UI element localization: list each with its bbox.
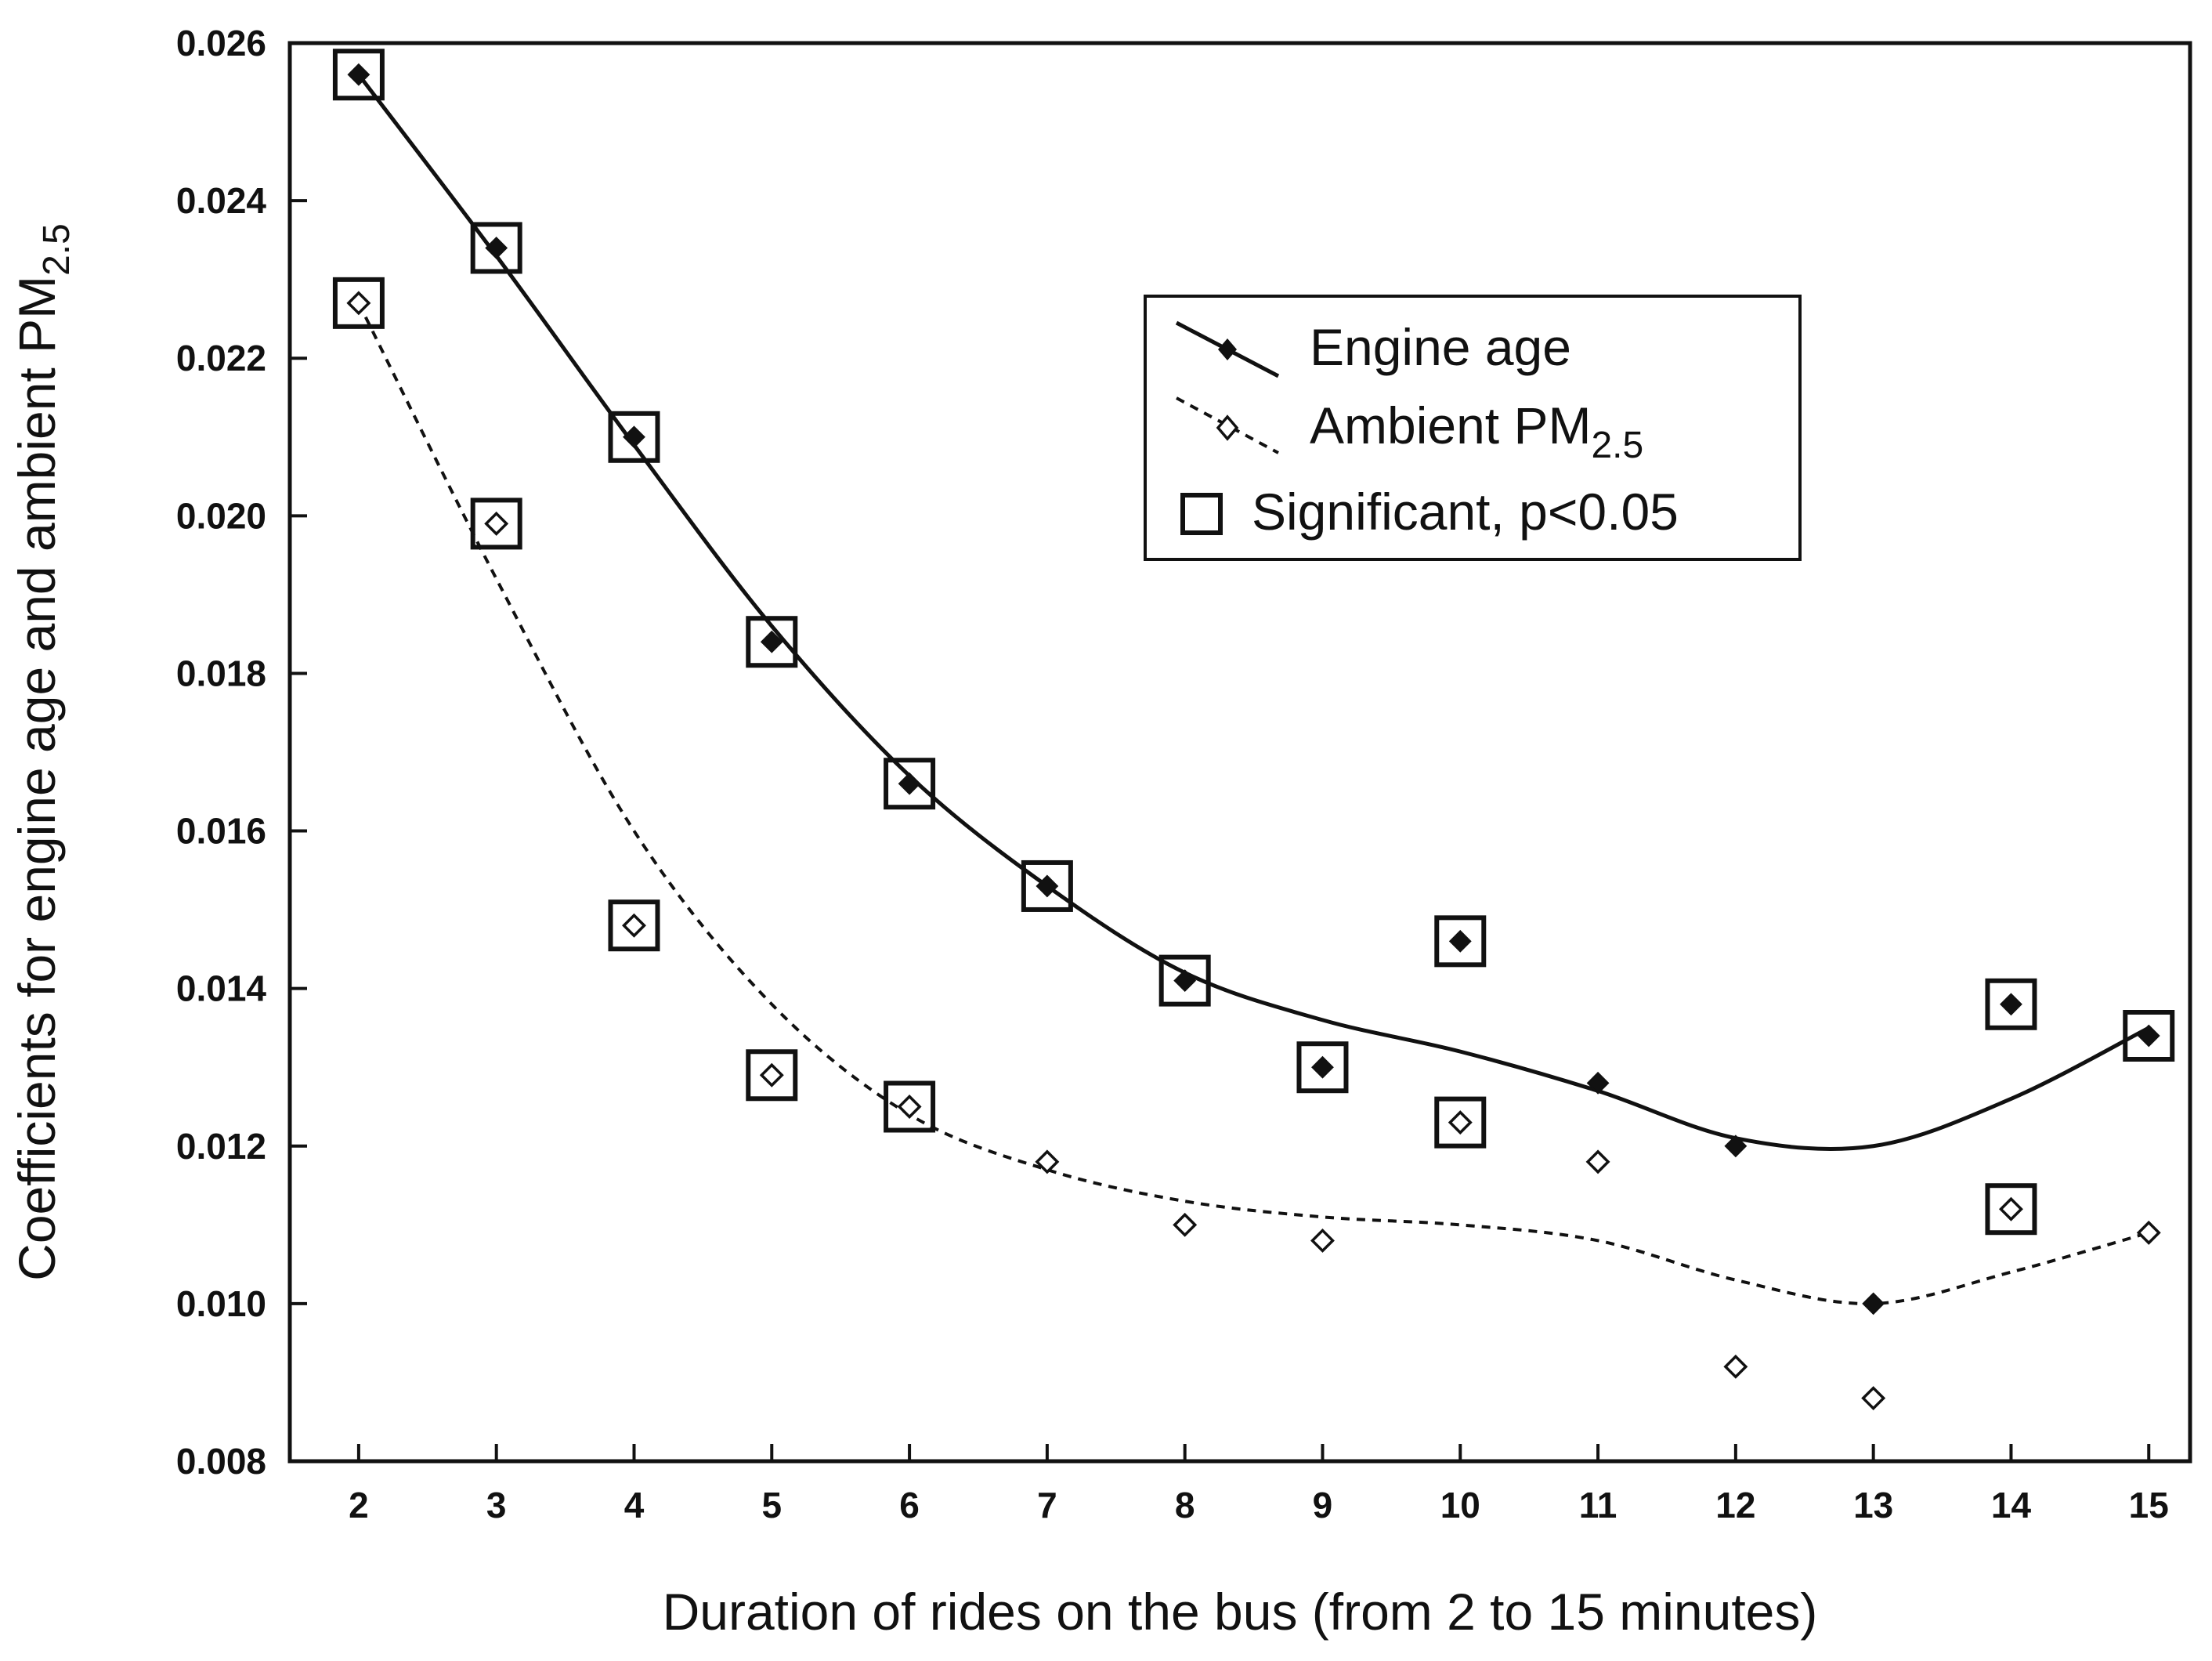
engine-significance-square-3 [470,222,522,274]
x-tick-label-13: 13 [1853,1485,1893,1525]
ambient-point-15 [2136,1220,2161,1245]
x-tick-label-12: 12 [1715,1485,1755,1525]
legend-ambient-line [1176,396,1279,454]
engine-point-8 [1173,969,1197,993]
engine-point-2 [347,63,370,86]
legend-engine-label: Engine age [1310,318,1571,376]
ambient-fit-curve [357,302,2149,1305]
engine-point-15 [2137,1024,2160,1048]
y-tick-label-0.024: 0.024 [176,180,267,221]
engine-significance-square-14 [1985,978,2037,1030]
ambient-point-5 [759,1062,784,1087]
y-axis: 0.008 0.010 0.012 0.014 0.016 0.018 0.020 0.022… [176,23,307,1482]
ambient-point-2 [346,291,371,316]
legend-box [1144,295,1802,561]
x-tick-label-11: 11 [1579,1485,1617,1525]
ambient-significance-square-5 [746,1049,798,1102]
x-tick-label-9: 9 [1313,1485,1333,1525]
engine-point-6 [898,772,921,795]
x-tick-label-3: 3 [486,1485,507,1525]
ambient-significance-square-2 [332,277,385,329]
y-tick-label-0.020: 0.020 [176,495,266,536]
significance-markers [332,49,2175,1236]
engine-point-11 [1586,1071,1610,1095]
engine-significance-square-7 [1021,859,1073,912]
y-tick-label-0.022: 0.022 [176,338,266,378]
ambient-significance-square-4 [608,899,660,952]
engine-point-13 [1862,1292,1885,1315]
y-tick-label-0.008: 0.008 [176,1441,266,1482]
engine-point-10 [1448,929,1472,953]
x-axis: 2 3 4 5 6 7 8 9 10 11 12 13 14 15 [349,1444,2169,1525]
legend-engine-marker [1218,338,1237,360]
engine-point-4 [623,425,645,449]
data-points [346,63,2161,1411]
y-axis-title: Coefficients for engine age and ambient … [8,223,78,1281]
y-tick-label-0.012: 0.012 [176,1126,266,1167]
x-tick-label-2: 2 [349,1485,369,1525]
y-tick-label-0.026: 0.026 [176,23,266,63]
x-tick-label-15: 15 [2129,1485,2169,1525]
plot-frame [287,41,2192,1464]
x-tick-label-14: 14 [1991,1485,2032,1525]
engine-significance-square-6 [884,758,936,810]
engine-significance-square-8 [1158,954,1211,1007]
ambient-point-6 [897,1095,922,1119]
engine-significance-square-9 [1296,1041,1349,1094]
engine-significance-square-10 [1434,915,1487,968]
engine-significance-square-15 [2123,1010,2175,1062]
legend-ambient-marker [1216,414,1239,441]
engine-significance-square-2 [332,49,385,101]
engine-point-3 [485,237,508,259]
ambient-significance-square-6 [884,1080,936,1133]
x-tick-label-4: 4 [624,1485,645,1525]
ambient-significance-square-10 [1434,1096,1487,1149]
engine-point-14 [2000,993,2022,1016]
engine-significance-square-5 [746,616,798,668]
legend: Engine age Ambient PM2.5 Significant, p<… [1144,295,1802,561]
y-tick-label-0.016: 0.016 [176,811,266,852]
engine-point-9 [1311,1055,1334,1079]
x-tick-label-7: 7 [1037,1485,1057,1525]
ambient-point-12 [1723,1354,1748,1379]
legend-ambient-label-main: Ambient PM [1310,396,1591,454]
x-tick-label-5: 5 [761,1485,782,1525]
engine-fit-curve [356,73,2150,1152]
y-tick-label-0.010: 0.010 [176,1283,266,1324]
ambient-point-14 [1998,1196,2023,1221]
ambient-significance-square-3 [470,498,522,550]
engine-significance-square-4 [608,411,660,463]
ambient-significance-square-14 [1985,1183,2037,1236]
legend-significance-marker [1180,493,1223,535]
ambient-point-9 [1310,1228,1335,1253]
y-tick-label-0.018: 0.018 [176,653,266,693]
x-tick-label-6: 6 [899,1485,920,1525]
legend-significance-label: Significant, p<0.05 [1252,483,1679,541]
ambient-point-8 [1173,1212,1198,1237]
ambient-point-3 [484,511,509,536]
legend-ambient-label-subscript: 2.5 [1591,425,1643,466]
x-tick-label-10: 10 [1440,1485,1480,1525]
y-tick-label-0.014: 0.014 [176,968,267,1009]
y-axis-title-subscript: 2.5 [36,223,78,276]
legend-ambient-label: Ambient PM2.5 [1310,396,1643,466]
x-tick-label-8: 8 [1175,1485,1195,1525]
ambient-point-10 [1448,1110,1473,1135]
engine-point-12 [1724,1134,1748,1158]
ambient-point-7 [1035,1149,1060,1174]
ambient-point-4 [622,913,646,938]
y-axis-title-main: Coefficients for engine age and ambient … [8,276,66,1281]
engine-point-7 [1036,874,1059,898]
ambient-point-11 [1585,1149,1610,1174]
x-axis-title: Duration of rides on the bus (from 2 to … [663,1583,1818,1641]
engine-point-5 [760,630,783,653]
ambient-point-13 [1861,1386,1886,1411]
fit-curves [356,73,2150,1305]
